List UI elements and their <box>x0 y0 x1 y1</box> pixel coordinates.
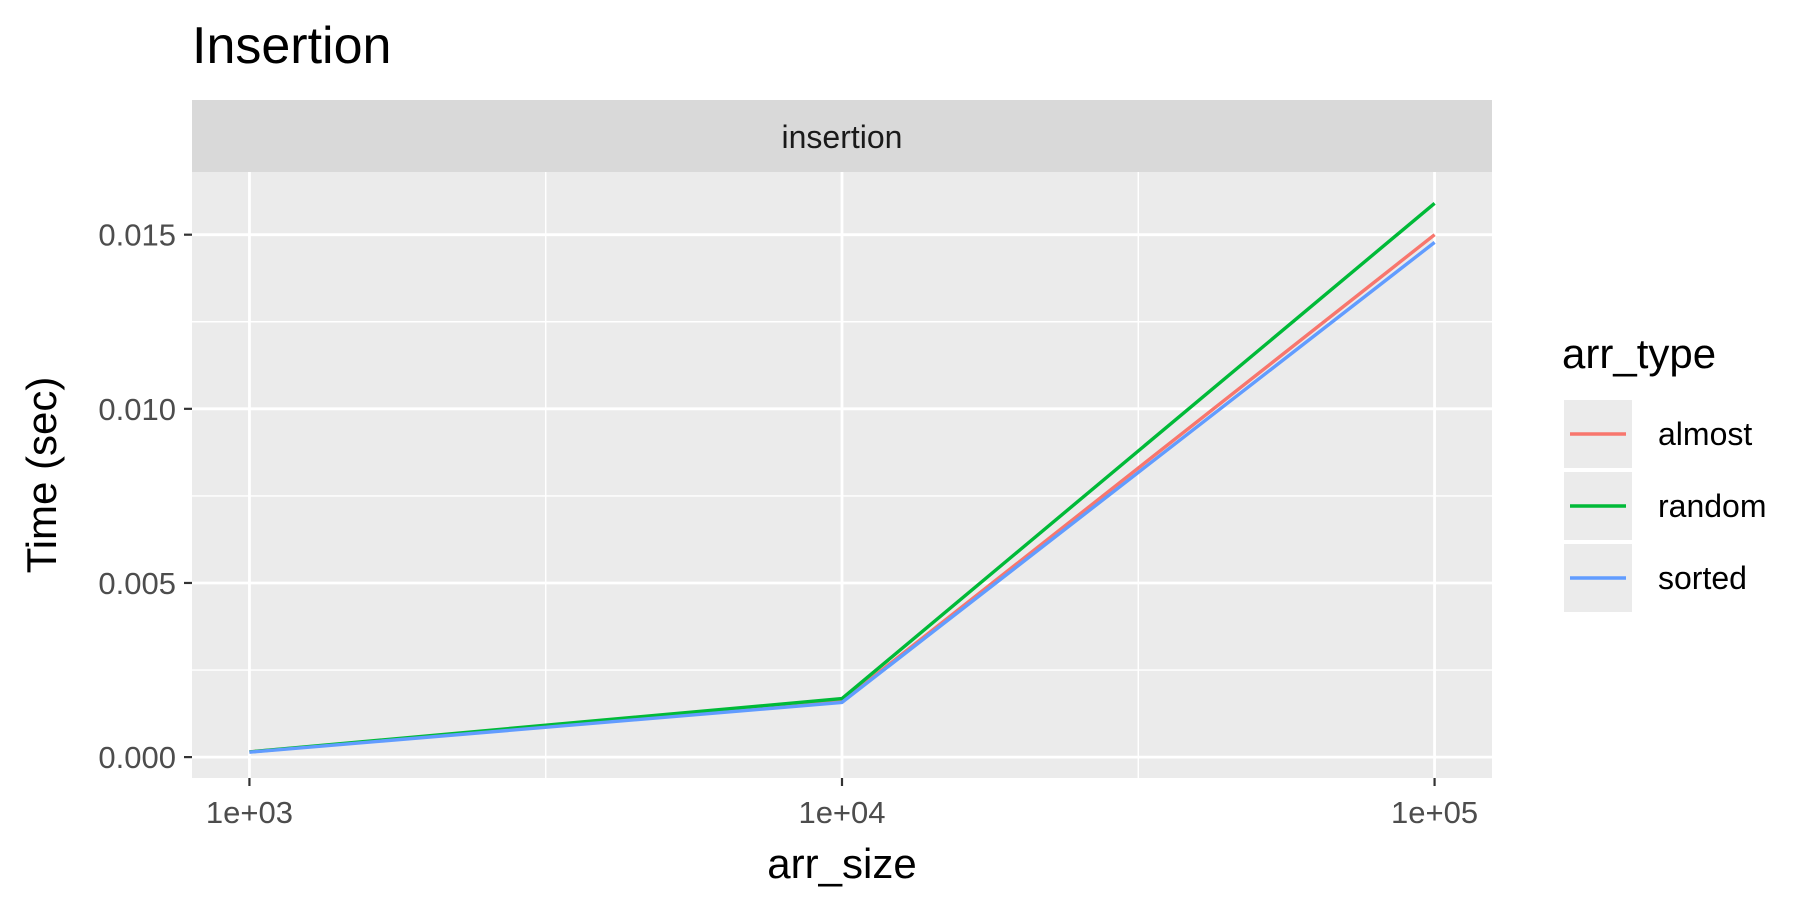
chart-title: Insertion <box>192 17 391 75</box>
x-tick-label: 1e+03 <box>206 795 293 830</box>
y-tick-label: 0.005 <box>98 566 176 601</box>
legend-label-almost: almost <box>1658 416 1752 452</box>
facet-strip <box>192 100 1492 172</box>
y-axis-title: Time (sec) <box>18 377 65 574</box>
series-line-sorted <box>249 241 1436 754</box>
legend: arr_type almost random sorted <box>1562 330 1767 612</box>
series-lines <box>249 201 1436 754</box>
x-tick-label: 1e+04 <box>798 795 885 830</box>
y-tick-label: 0.000 <box>98 740 176 775</box>
facet-strip-label: insertion <box>782 119 903 155</box>
x-tick-label: 1e+05 <box>1391 795 1478 830</box>
grid-lines <box>192 172 1492 778</box>
legend-label-random: random <box>1658 488 1767 524</box>
y-tick-label: 0.010 <box>98 392 176 427</box>
x-axis-title: arr_size <box>767 840 916 887</box>
axes: 0.000 0.005 0.010 0.015 1e+03 1e+04 1e+05 <box>98 218 1478 830</box>
legend-label-sorted: sorted <box>1658 560 1747 596</box>
y-tick-label: 0.015 <box>98 218 176 253</box>
legend-title: arr_type <box>1562 330 1716 377</box>
